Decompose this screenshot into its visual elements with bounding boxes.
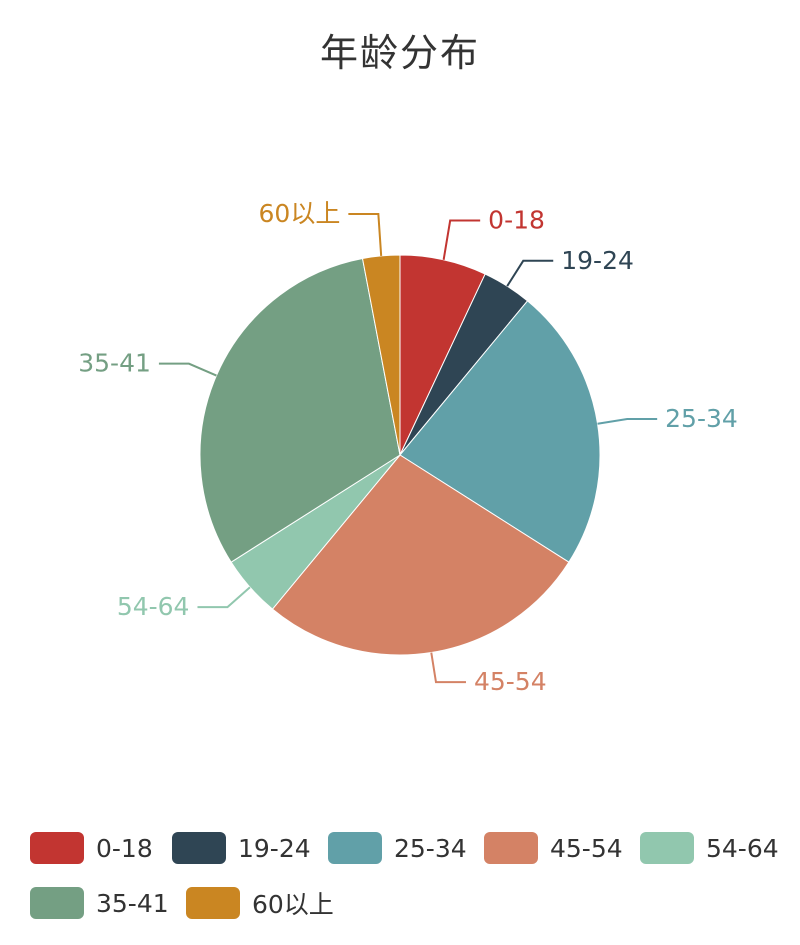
pie-slices [199, 254, 601, 656]
legend-swatch [30, 832, 84, 864]
legend-item-1[interactable]: 19-24 [172, 828, 311, 868]
pie-label-3: 45-54 [474, 667, 547, 696]
pie-slice-2[interactable] [399, 300, 601, 563]
legend-swatch [328, 832, 382, 864]
pie-leader-4 [197, 586, 251, 609]
legend-swatch [172, 832, 226, 864]
legend-label: 60以上 [252, 890, 334, 919]
pie-leader-0 [442, 219, 481, 260]
pie-label-4: 54-64 [117, 592, 190, 621]
legend-swatch [30, 887, 84, 919]
pie-leader-3 [430, 652, 466, 684]
legend-label: 35-41 [96, 888, 169, 918]
legend-label: 25-34 [394, 833, 467, 863]
pie-label-0: 0-18 [488, 206, 545, 235]
legend-label: 19-24 [238, 833, 311, 863]
pie-label-1: 19-24 [561, 246, 634, 275]
pie-label-2: 25-34 [665, 404, 738, 433]
legend-label: 0-18 [96, 833, 153, 863]
legend-item-0[interactable]: 0-18 [30, 828, 153, 868]
legend-label: 54-64 [706, 833, 779, 863]
pie-labels: 0-18 19-24 25-34 45-54 54-64 35-41 60以上 [78, 199, 738, 696]
pie-leader-2 [597, 418, 658, 425]
pie-label-leaders [158, 213, 658, 684]
pie-slice-3[interactable] [271, 454, 570, 656]
legend-item-3[interactable]: 45-54 [484, 828, 623, 868]
legend-swatch [186, 887, 240, 919]
pie-leader-5 [158, 362, 217, 377]
legend-item-2[interactable]: 25-34 [328, 828, 467, 868]
pie-slice-5[interactable] [199, 257, 401, 563]
pie-leader-1 [506, 259, 554, 287]
pie-label-6: 60以上 [259, 199, 341, 228]
pie-leader-6 [348, 213, 383, 256]
chart-title: 年龄分布 [319, 31, 480, 75]
legend-item-4[interactable]: 54-64 [640, 828, 779, 868]
chart-legend: 0-18 19-24 25-34 45-54 54-64 35-41 60以上 [0, 828, 800, 938]
pie-label-5: 35-41 [78, 349, 151, 378]
legend-swatch [640, 832, 694, 864]
pie-chart: 0-18 19-24 25-34 45-54 54-64 35-41 60以上 [78, 199, 738, 696]
legend-label: 45-54 [550, 833, 623, 863]
pie-slice-6[interactable] [361, 254, 401, 456]
legend-item-6[interactable]: 60以上 [186, 883, 334, 923]
legend-item-5[interactable]: 35-41 [30, 883, 169, 923]
legend-swatch [484, 832, 538, 864]
